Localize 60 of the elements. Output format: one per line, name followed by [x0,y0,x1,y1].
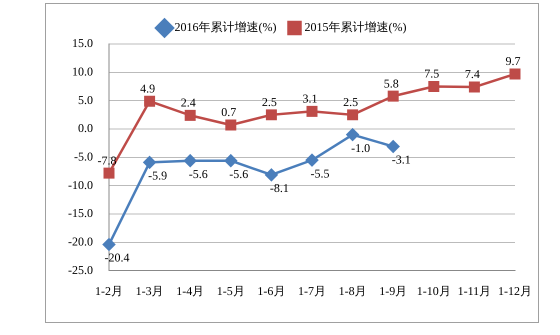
x-tick-label: 1-9月 [379,284,408,298]
data-label: -1.0 [351,140,370,155]
point [102,238,116,251]
y-tick-label: -5.0 [74,149,93,164]
data-label: 0.7 [221,105,236,120]
data-label: -20.4 [104,250,130,265]
y-tick-label: 10.0 [72,64,93,78]
y-tick-label: -25.0 [68,262,93,277]
point [225,120,236,130]
x-tick-label: 1-3月 [136,284,164,298]
data-label: 7.5 [424,66,440,81]
x-tick-label: 1-4月 [176,284,204,298]
point [386,140,400,153]
data-label: 5.8 [384,76,399,90]
point [265,168,278,182]
x-tick-label: 1-8月 [338,284,367,298]
y-tick-label: 15.0 [72,36,93,50]
point [510,68,520,80]
point [306,106,318,117]
data-label: -5.5 [310,166,330,180]
data-label: 3.1 [302,92,318,106]
point [224,154,238,167]
data-label: -7.8 [97,153,116,168]
data-label: -5.6 [229,166,248,181]
y-tick-label: -20.0 [68,234,93,248]
y-tick-label: -15.0 [68,206,93,220]
data-label: 7.4 [464,67,480,82]
data-label: -3.1 [392,152,411,167]
x-tick-label: 1-10月 [416,284,451,298]
data-label: 9.7 [506,54,520,68]
point [468,82,480,93]
data-label: -5.9 [148,168,168,183]
point [184,110,196,121]
data-label: 2.4 [180,96,196,110]
point [144,96,156,107]
point [347,109,358,120]
y-tick-label: 5.0 [78,92,93,107]
x-tick-label: 1-2月 [94,284,123,298]
point [428,80,440,92]
point [143,156,156,169]
y-tick-label: 0.0 [78,121,93,136]
point [346,128,359,141]
data-label: 2.5 [343,94,358,109]
x-tick-label: 1-12月 [498,284,532,298]
x-tick-label: 1-7月 [298,284,326,298]
x-tick-label: 1-6月 [257,284,286,298]
data-label: -8.1 [270,181,289,196]
x-tick-label: 1-11月 [458,284,492,298]
x-tick-label: 1-5月 [216,284,245,298]
data-label: -5.6 [188,166,208,181]
point [306,154,318,166]
data-label: 4.9 [140,81,156,96]
legend-label: 2015年累计增速(%) [304,20,406,34]
legend-label: 2016年累计增速(%) [174,20,277,34]
point [104,168,114,179]
point [388,90,399,102]
point [266,109,277,120]
y-tick-label: -10.0 [68,178,93,192]
point [184,154,196,167]
data-label: 2.5 [262,94,277,109]
